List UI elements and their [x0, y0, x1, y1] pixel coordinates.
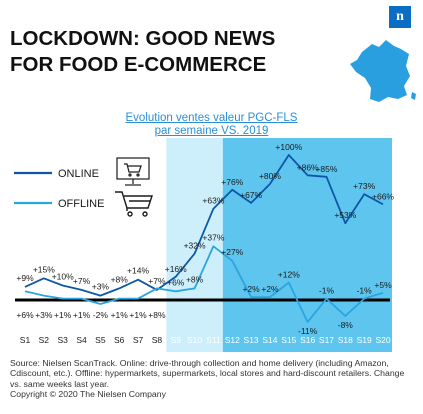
data-label-offline-s17: -1% [319, 286, 335, 296]
x-tick-s8: S8 [152, 335, 163, 345]
data-label-offline-s2: +3% [35, 310, 53, 320]
data-label-offline-s11: +37% [202, 232, 224, 242]
page-title: LOCKDOWN: GOOD NEWS FOR FOOD E-COMMERCE [10, 26, 330, 78]
copyright-text: Copyright © 2020 The Nielsen Company [10, 389, 166, 400]
data-label-online-s17: +85% [315, 164, 337, 174]
series-line-offline [24, 245, 384, 323]
source-note: Source: Nielsen ScanTrack. Online: drive… [10, 358, 415, 400]
data-label-online-s2: +15% [33, 264, 55, 274]
x-tick-s7: S7 [133, 335, 144, 345]
legend-online-label: ONLINE [58, 168, 99, 180]
legend-offline-label: OFFLINE [58, 198, 104, 210]
data-label-offline-s13: +2% [242, 284, 260, 294]
shopping-cart-icon [115, 191, 153, 217]
data-label-online-s12: +76% [221, 177, 243, 187]
data-label-offline-s16: -11% [298, 326, 318, 336]
data-label-online-s4: +7% [73, 276, 91, 286]
x-tick-s16: S16 [300, 335, 315, 345]
data-label-online-s18: +53% [334, 210, 356, 220]
x-tick-s12: S12 [225, 335, 240, 345]
data-label-online-s19: +73% [353, 181, 375, 191]
x-tick-s10: S10 [187, 335, 202, 345]
data-label-online-s8: +7% [148, 276, 166, 286]
data-label-offline-s20: +5% [374, 280, 392, 290]
shaded-period-2 [222, 138, 392, 352]
x-tick-s18: S18 [338, 335, 353, 345]
data-label-offline-s18: -8% [338, 320, 354, 330]
data-label-offline-s8: +8% [148, 310, 166, 320]
data-label-online-s7: +14% [127, 266, 149, 276]
data-label-offline-s15: +12% [278, 270, 300, 280]
data-label-offline-s19: -1% [357, 286, 373, 296]
x-tick-s19: S19 [357, 335, 372, 345]
x-tick-s6: S6 [114, 335, 125, 345]
data-label-offline-s12: +27% [221, 247, 243, 257]
x-tick-s2: S2 [39, 335, 50, 345]
france-map-icon [350, 40, 416, 102]
data-label-online-s3: +10% [52, 272, 74, 282]
title-line-2: FOR FOOD E-COMMERCE [10, 53, 267, 76]
x-tick-s13: S13 [244, 335, 259, 345]
nielsen-logo: n [389, 6, 411, 28]
data-label-offline-s7: +1% [129, 310, 147, 320]
x-tick-s11: S11 [206, 335, 221, 345]
data-label-online-s14: +80% [259, 171, 281, 181]
legend: ONLINE OFFLINE [14, 157, 153, 217]
x-tick-s15: S15 [281, 335, 296, 345]
data-label-offline-s4: +1% [73, 310, 91, 320]
data-label-offline-s3: +1% [54, 310, 72, 320]
chart-title-line-2: par semaine VS. 2019 [154, 125, 269, 137]
source-text: Source: Nielsen ScanTrack. Online: drive… [10, 358, 405, 389]
data-label-online-s11: +63% [202, 196, 224, 206]
data-label-offline-s1: +6% [16, 310, 34, 320]
data-label-online-s6: +8% [111, 274, 129, 284]
computer-cart-icon [116, 157, 150, 186]
x-tick-s1: S1 [20, 335, 31, 345]
series-line-online [24, 154, 384, 297]
shaded-period-1 [166, 138, 223, 352]
data-label-online-s13: +67% [240, 190, 262, 200]
x-tick-s17: S17 [319, 335, 334, 345]
data-label-online-s9: +16% [165, 264, 187, 274]
x-tick-s14: S14 [262, 335, 277, 345]
data-label-online-s20: +66% [372, 191, 394, 201]
x-tick-s3: S3 [57, 335, 68, 345]
x-tick-s9: S9 [171, 335, 182, 345]
data-label-online-s1: +9% [16, 273, 34, 283]
data-label-online-s10: +32% [184, 241, 206, 251]
data-label-online-s16: +86% [297, 162, 319, 172]
x-tick-s5: S5 [95, 335, 106, 345]
data-label-offline-s5: -2% [93, 310, 109, 320]
data-label-online-s5: +3% [92, 282, 110, 292]
data-label-offline-s14: +2% [261, 284, 279, 294]
title-line-1: LOCKDOWN: GOOD NEWS [10, 27, 276, 50]
x-tick-s4: S4 [76, 335, 87, 345]
data-label-offline-s6: +1% [111, 310, 129, 320]
data-label-online-s15: +100% [275, 142, 302, 152]
data-label-offline-s9: +6% [167, 277, 185, 287]
chart-title-line-1: Evolution ventes valeur PGC-FLS [125, 112, 298, 124]
x-tick-s20: S20 [375, 335, 390, 345]
data-label-offline-s10: +8% [186, 274, 204, 284]
